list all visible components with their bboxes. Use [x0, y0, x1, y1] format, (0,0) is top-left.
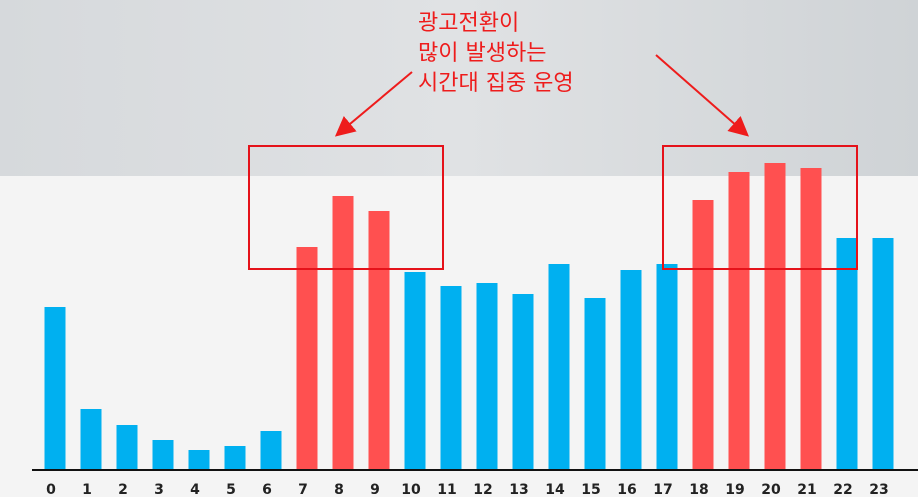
bar [116, 425, 138, 469]
bar [476, 283, 498, 469]
x-tick-label: 19 [725, 482, 744, 497]
bar [548, 264, 570, 469]
bar [224, 446, 246, 469]
bar [656, 264, 678, 469]
bar [800, 168, 822, 469]
x-tick-label: 0 [46, 482, 56, 497]
bar [44, 307, 66, 469]
x-tick-label: 15 [581, 482, 600, 497]
bar [440, 286, 462, 469]
x-tick-label: 12 [473, 482, 492, 497]
x-tick-label: 17 [653, 482, 672, 497]
x-tick-label: 6 [262, 482, 272, 497]
annotation-line: 많이 발생하는 [418, 41, 546, 66]
x-tick-label: 21 [797, 482, 816, 497]
bar [872, 238, 894, 469]
x-tick-label: 11 [437, 482, 456, 497]
bar [260, 431, 282, 469]
bar [152, 440, 174, 469]
x-tick-label: 5 [226, 482, 236, 497]
bar [404, 272, 426, 469]
x-tick-label: 2 [118, 482, 128, 497]
x-tick-label: 23 [869, 482, 888, 497]
x-tick-label: 14 [545, 482, 565, 497]
highlight-box [248, 145, 444, 270]
bar [692, 200, 714, 469]
x-tick-label: 7 [298, 482, 308, 497]
x-tick-label: 10 [401, 482, 421, 497]
bar [764, 163, 786, 469]
bar [584, 298, 606, 469]
bar [836, 238, 858, 469]
highlight-box [662, 145, 858, 270]
x-tick-label: 9 [370, 482, 380, 497]
x-tick-label: 20 [761, 482, 781, 497]
x-tick-label: 22 [833, 482, 852, 497]
annotation-line: 광고전환이 [418, 11, 519, 36]
x-tick-label: 3 [154, 482, 164, 497]
x-tick-label: 1 [82, 482, 92, 497]
bar [368, 211, 390, 469]
bar [80, 409, 102, 469]
x-tick-label: 13 [509, 482, 528, 497]
x-tick-label: 8 [334, 482, 344, 497]
bar [296, 247, 318, 469]
bar [620, 270, 642, 469]
bar [188, 450, 210, 469]
bar [728, 172, 750, 469]
x-tick-label: 4 [190, 482, 200, 497]
bar [512, 294, 534, 469]
bar [332, 196, 354, 469]
x-tick-label: 18 [689, 482, 708, 497]
x-tick-label: 16 [617, 482, 636, 497]
arrow [334, 71, 413, 137]
annotation-line: 시간대 집중 운영 [418, 71, 574, 96]
arrow [655, 54, 750, 137]
